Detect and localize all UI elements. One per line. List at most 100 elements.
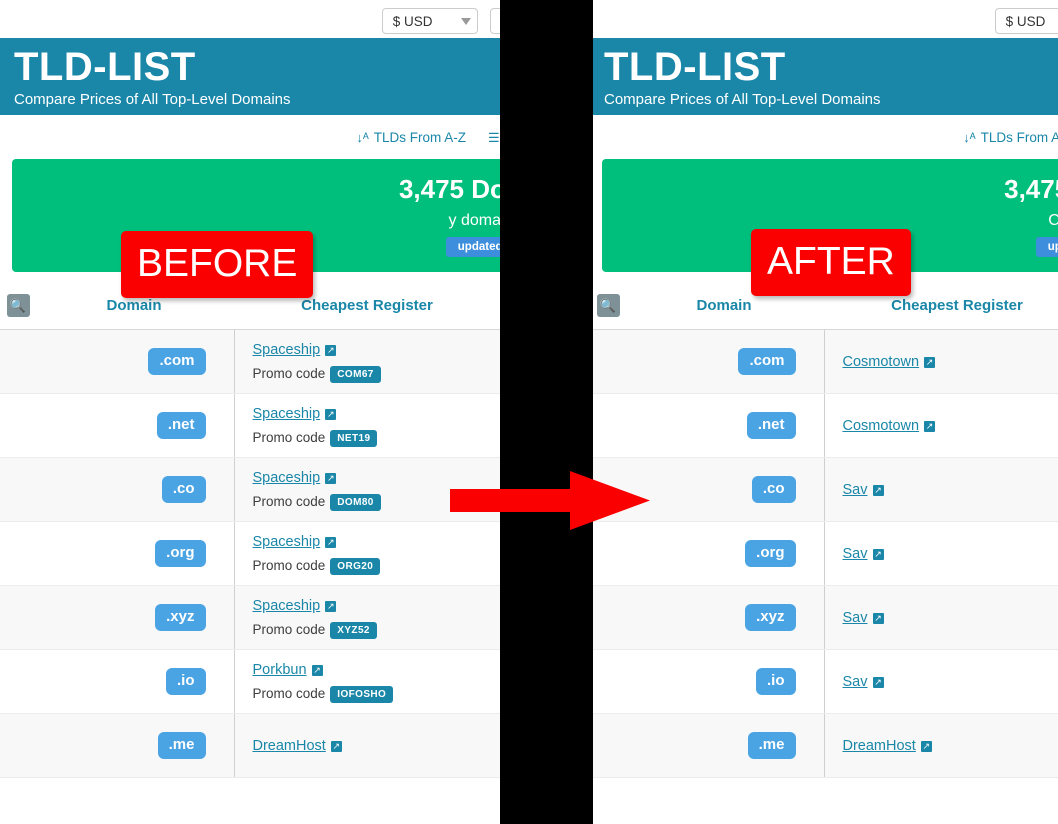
- registrar-link[interactable]: Spaceship: [252, 405, 321, 422]
- promo-label: Promo code: [252, 493, 326, 509]
- after-table-body: .comCosmotown↗$7.77.netCosmotown↗$8.59.c…: [593, 329, 1058, 778]
- registrar-link[interactable]: Cosmotown: [842, 353, 920, 370]
- tld-chip[interactable]: .xyz: [155, 604, 206, 631]
- nav-tld-categories[interactable]: ☰TLD Categories: [488, 130, 500, 145]
- registrar-link[interactable]: DreamHost: [842, 737, 916, 754]
- registrar-link[interactable]: Spaceship: [252, 469, 321, 486]
- tld-chip[interactable]: .io: [166, 668, 206, 695]
- registrar-cell: Spaceship ↗ Promo code COM67: [234, 329, 500, 394]
- external-link-icon: ↗: [325, 600, 337, 612]
- banner-title: 3,475 Domain Exte: [1004, 174, 1058, 204]
- promo-row: Promo code ORG20: [253, 557, 500, 575]
- panel-divider: [500, 0, 593, 824]
- registrar-link[interactable]: Sav: [842, 481, 868, 498]
- nav-label: TLDs From A-Z: [980, 129, 1058, 145]
- registrar-link[interactable]: Sav: [842, 609, 868, 626]
- column-header-cheapest-register[interactable]: Cheapest Register: [824, 290, 1058, 330]
- registrar-link[interactable]: Sav: [842, 673, 868, 690]
- registrar-link[interactable]: Spaceship: [252, 341, 321, 358]
- registrar-link[interactable]: Spaceship: [252, 597, 321, 614]
- tld-chip[interactable]: .org: [745, 540, 796, 567]
- tld-chip[interactable]: .com: [738, 348, 796, 375]
- before-stamp-label: BEFORE: [121, 231, 314, 298]
- row-spacer-cell: [593, 329, 624, 394]
- site-brand-header: TLD-LIST Compare Prices of All Top-Level…: [0, 38, 500, 115]
- promo-label: Promo code: [252, 685, 326, 701]
- tld-price-table: 🔍 Domain Cheapest Register .com Cosmotown…: [593, 290, 1058, 778]
- registrar-link[interactable]: Sav: [842, 545, 868, 562]
- number-format-select[interactable]: $1,234.56: [489, 8, 500, 34]
- tld-chip[interactable]: .com: [148, 348, 206, 375]
- currency-select[interactable]: $ USD: [994, 8, 1058, 34]
- row-spacer-cell: [0, 713, 34, 778]
- updated-label: updated: [1047, 241, 1058, 253]
- before-panel: $ USD $1,234.56 Hide Lim TLD-LIST Compar…: [0, 0, 500, 824]
- tld-chip[interactable]: .co: [161, 476, 206, 503]
- currency-select[interactable]: $ USD: [381, 8, 478, 34]
- tld-chip[interactable]: .me: [157, 732, 206, 759]
- promo-row: Promo code IOFOSHO: [252, 685, 500, 703]
- registrar-cell: Sav ↗: [824, 521, 1058, 586]
- registrar-cell: Porkbun ↗ Promo code IOFOSHO: [234, 649, 500, 714]
- currency-value: $ USD: [392, 13, 433, 29]
- promo-code-badge[interactable]: NET19: [330, 429, 378, 447]
- registrar-link[interactable]: Porkbun: [252, 661, 307, 678]
- tld-chip[interactable]: .net: [156, 412, 206, 439]
- registrar-link[interactable]: Cosmotown: [842, 417, 920, 434]
- banner-title: 3,475 Domain Extens: [398, 174, 500, 204]
- tld-chip[interactable]: .co: [751, 476, 796, 503]
- promo-code-badge[interactable]: COM67: [330, 365, 381, 383]
- promo-label: Promo code: [252, 365, 326, 381]
- promo-code-badge[interactable]: IOFOSHO: [330, 685, 394, 703]
- promo-row: Promo code DOM80: [252, 493, 500, 511]
- registrar-link[interactable]: DreamHost: [252, 737, 326, 754]
- sort-alpha-icon: ↓ᴬ: [963, 129, 976, 145]
- external-link-icon: ↗: [920, 740, 932, 752]
- after-panel: $ USD $1,234.56 H TLD-LIST Compare Price…: [593, 0, 1058, 824]
- domain-cell: .xyz: [34, 585, 235, 650]
- tld-chip[interactable]: .net: [746, 412, 796, 439]
- tld-chip[interactable]: .io: [756, 668, 796, 695]
- chevron-down-icon: [460, 17, 471, 25]
- page-tagline: Compare Prices of All Top-Level Domains: [14, 91, 291, 109]
- domain-cell: .net: [624, 393, 825, 458]
- tld-chip[interactable]: .org: [155, 540, 206, 567]
- registrar-link[interactable]: Spaceship: [252, 533, 321, 550]
- external-link-icon: ↗: [924, 356, 936, 368]
- tld-chip[interactable]: .me: [747, 732, 796, 759]
- promo-code-badge[interactable]: DOM80: [330, 493, 381, 511]
- external-link-icon: ↗: [872, 548, 884, 560]
- promo-code-badge[interactable]: XYZ52: [330, 621, 377, 639]
- column-header-domain[interactable]: Domain: [624, 290, 824, 330]
- external-link-icon: ↗: [311, 664, 323, 676]
- external-link-icon: ↗: [872, 612, 884, 624]
- domain-cell: .co: [34, 457, 235, 522]
- external-link-icon: ↗: [924, 420, 936, 432]
- promo-code-badge[interactable]: ORG20: [330, 557, 381, 575]
- promo-row: Promo code XYZ52: [253, 621, 500, 639]
- tld-chip[interactable]: .xyz: [745, 604, 796, 631]
- row-spacer-cell: [0, 521, 34, 586]
- promo-label: Promo code: [252, 429, 326, 445]
- search-icon[interactable]: 🔍: [6, 294, 30, 317]
- search-icon[interactable]: 🔍: [596, 294, 620, 317]
- row-spacer-cell: [0, 457, 34, 522]
- external-link-icon: ↗: [872, 484, 884, 496]
